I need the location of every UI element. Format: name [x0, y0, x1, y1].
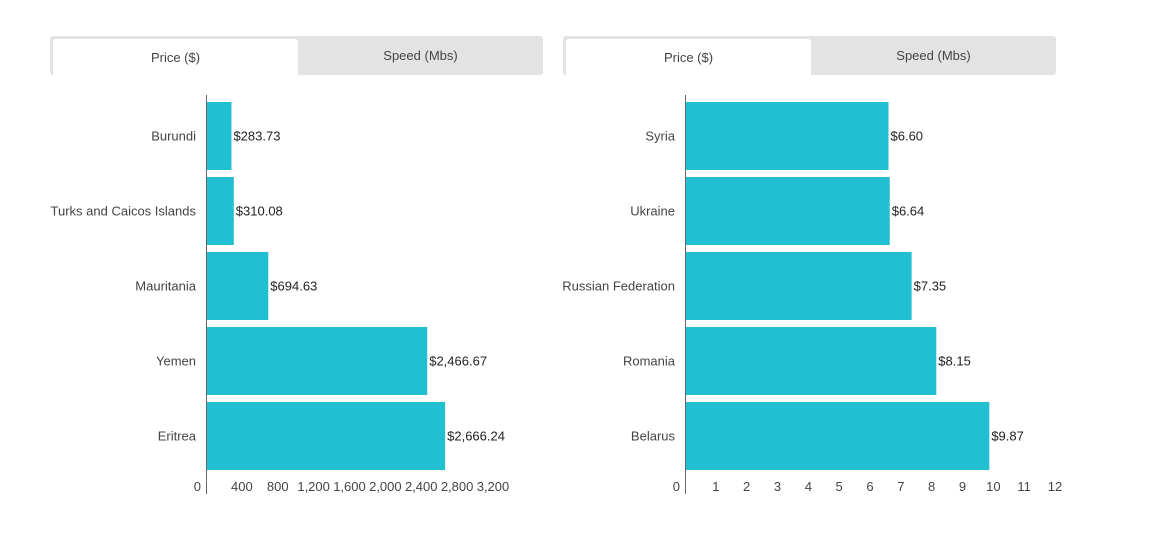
value-label: $283.73 [233, 129, 280, 144]
value-label: $9.87 [991, 429, 1024, 444]
x-tick-label: 0 [194, 479, 201, 494]
x-tick-label: 10 [986, 479, 1000, 494]
tab-price[interactable]: Price ($) [53, 39, 298, 75]
tab-bar: Price ($) Speed (Mbs) [50, 36, 543, 75]
value-label: $6.60 [891, 129, 924, 144]
value-label: $694.63 [270, 279, 317, 294]
category-label: Yemen [156, 354, 196, 369]
x-tick-label: 9 [959, 479, 966, 494]
tab-speed[interactable]: Speed (Mbs) [896, 48, 971, 63]
x-tick-label: 12 [1048, 479, 1062, 494]
x-tick-label: 1,600 [333, 479, 366, 494]
x-tick-label: 0 [673, 479, 680, 494]
bar-1[interactable] [206, 177, 234, 245]
category-label: Mauritania [135, 279, 196, 294]
bar-0[interactable] [206, 102, 232, 170]
value-label: $8.15 [938, 354, 971, 369]
x-tick-label: 2,000 [369, 479, 402, 494]
value-label: $2,666.24 [447, 429, 505, 444]
tab-speed[interactable]: Speed (Mbs) [383, 48, 458, 63]
value-label: $2,466.67 [429, 354, 487, 369]
category-label: Eritrea [158, 429, 197, 444]
bar-2[interactable] [685, 252, 912, 320]
value-label: $7.35 [914, 279, 947, 294]
category-label: Burundi [151, 129, 196, 144]
category-label: Syria [645, 129, 675, 144]
x-tick-label: 800 [267, 479, 289, 494]
x-tick-label: 8 [928, 479, 935, 494]
tab-price[interactable]: Price ($) [566, 39, 811, 75]
chart-panel-right: Price ($) Speed (Mbs) [563, 36, 1056, 75]
x-tick-label: 2 [743, 479, 750, 494]
x-tick-label: 6 [866, 479, 873, 494]
bar-4[interactable] [685, 402, 990, 470]
value-label: $310.08 [236, 204, 283, 219]
bar-1[interactable] [685, 177, 890, 245]
x-tick-label: 3 [774, 479, 781, 494]
bar-4[interactable] [206, 402, 446, 470]
x-tick-label: 1,200 [297, 479, 330, 494]
bar-0[interactable] [685, 102, 889, 170]
bar-2[interactable] [206, 252, 269, 320]
x-tick-label: 11 [1017, 479, 1031, 494]
x-tick-label: 400 [231, 479, 253, 494]
x-tick-label: 5 [836, 479, 843, 494]
bar-3[interactable] [685, 327, 937, 395]
category-label: Belarus [631, 429, 676, 444]
x-tick-label: 4 [805, 479, 812, 494]
chart-panel-left: Price ($) Speed (Mbs) [50, 36, 543, 75]
x-tick-label: 1 [712, 479, 719, 494]
tab-bar: Price ($) Speed (Mbs) [563, 36, 1056, 75]
category-label: Turks and Caicos Islands [51, 204, 197, 219]
x-tick-label: 2,400 [405, 479, 438, 494]
bar-3[interactable] [206, 327, 428, 395]
x-tick-label: 3,200 [477, 479, 510, 494]
value-label: $6.64 [892, 204, 925, 219]
category-label: Russian Federation [562, 279, 675, 294]
x-tick-label: 2,800 [441, 479, 474, 494]
x-tick-label: 7 [897, 479, 904, 494]
category-label: Ukraine [630, 204, 675, 219]
category-label: Romania [623, 354, 676, 369]
